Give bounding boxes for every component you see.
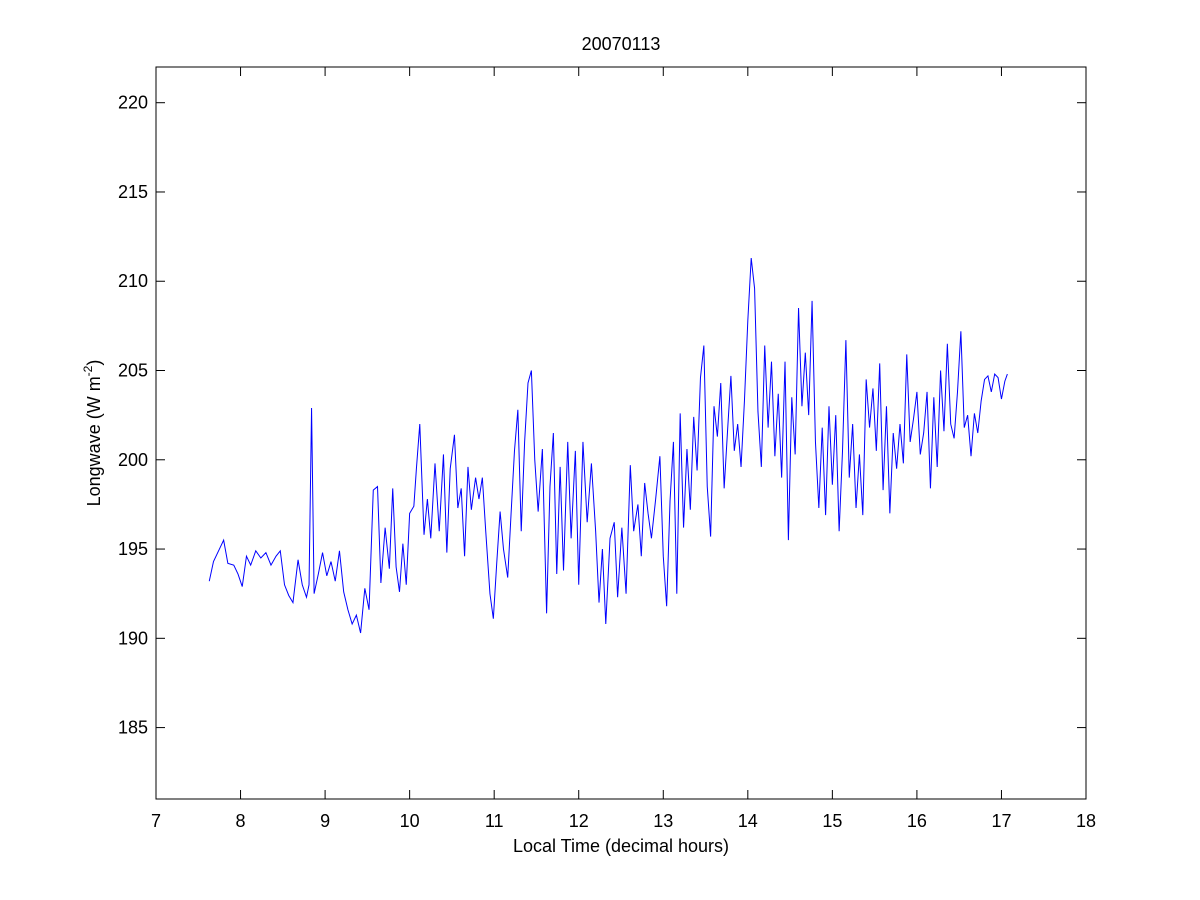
x-axis-label: Local Time (decimal hours): [513, 836, 729, 856]
x-tick-label: 14: [738, 811, 758, 831]
y-axis-label: Longwave (W m-2): [81, 360, 104, 507]
y-tick-label: 185: [118, 718, 148, 738]
x-tick-label: 10: [400, 811, 420, 831]
x-tick-label: 15: [822, 811, 842, 831]
plot-area: [155, 66, 1087, 800]
x-tick-label: 18: [1076, 811, 1096, 831]
y-axis-label-superscript: -2: [81, 365, 95, 376]
y-tick-label: 220: [118, 93, 148, 113]
x-tick-label: 12: [569, 811, 589, 831]
y-axis-label-suffix: ): [84, 360, 104, 366]
x-tick-label: 8: [236, 811, 246, 831]
y-tick-label: 215: [118, 182, 148, 202]
y-tick-label: 200: [118, 450, 148, 470]
y-tick-label: 210: [118, 271, 148, 291]
y-tick-label: 195: [118, 539, 148, 559]
y-tick-label: 190: [118, 628, 148, 648]
y-axis-label-text: Longwave (W m: [84, 376, 104, 506]
x-tick-label: 17: [991, 811, 1011, 831]
x-tick-label: 7: [151, 811, 161, 831]
y-tick-label: 205: [118, 361, 148, 381]
data-line: [208, 257, 1008, 634]
x-tick-label: 9: [320, 811, 330, 831]
x-tick-label: 16: [907, 811, 927, 831]
x-tick-label: 13: [653, 811, 673, 831]
chart-title: 20070113: [582, 34, 661, 54]
x-tick-label: 11: [485, 811, 504, 831]
